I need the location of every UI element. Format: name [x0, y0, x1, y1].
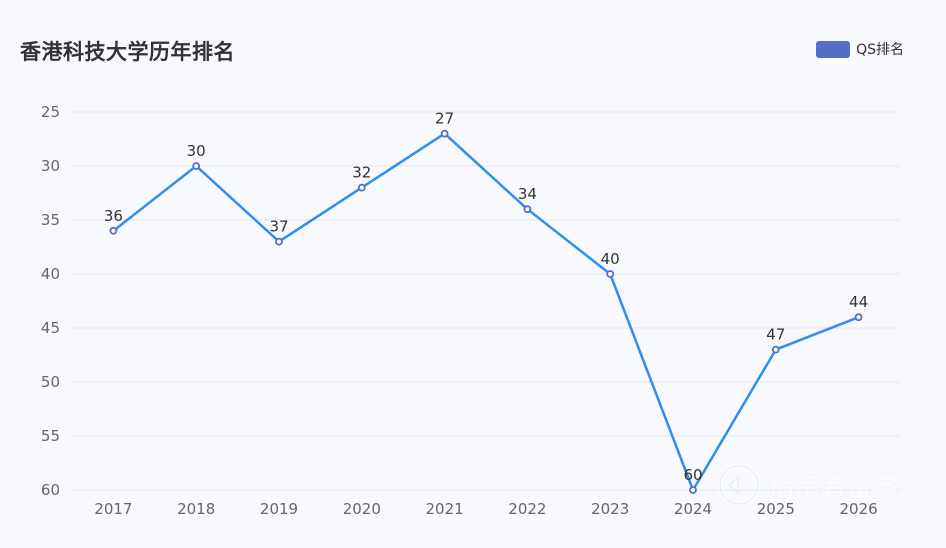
- data-point: [192, 162, 201, 170]
- x-tick-label: 2017: [94, 500, 132, 518]
- data-label: 44: [849, 293, 868, 311]
- data-label: 60: [683, 466, 702, 484]
- x-tick-label: 2022: [508, 500, 546, 518]
- data-point: [275, 237, 283, 246]
- x-tick-label: 2020: [343, 500, 381, 518]
- legend-swatch: [816, 40, 851, 58]
- chart-title: 香港科技大学历年排名: [20, 40, 235, 64]
- y-tick-label: 45: [41, 319, 60, 337]
- data-point: [689, 486, 697, 494]
- data-label: 36: [104, 207, 123, 225]
- legend-label: QS排名: [856, 42, 904, 58]
- x-axis: 2017 2018 2019 2020 2021 2022 2023 2024 2025 2026: [94, 500, 877, 518]
- points-layer: [109, 129, 863, 494]
- y-tick-label: 60: [41, 481, 60, 499]
- x-tick-label: 2021: [426, 500, 464, 518]
- data-label: 47: [766, 326, 785, 344]
- data-label: 30: [187, 142, 206, 160]
- watermark-logo-icon: [717, 463, 761, 507]
- y-tick-label: 55: [41, 427, 60, 445]
- y-tick-label: 40: [41, 265, 60, 283]
- data-label: 34: [518, 185, 537, 203]
- data-point: [771, 345, 780, 354]
- x-tick-label: 2024: [674, 500, 712, 518]
- data-point: [606, 270, 615, 278]
- x-tick-label: 2026: [840, 500, 878, 518]
- legend[interactable]: QS排名: [816, 39, 904, 59]
- watermark: 指南者留学: [716, 462, 898, 508]
- series-line: [112, 132, 860, 492]
- x-tick-label: 2018: [177, 500, 215, 518]
- grid-lines: [72, 111, 900, 491]
- data-label: 27: [435, 110, 454, 128]
- data-label: 40: [601, 250, 620, 268]
- y-tick-label: 50: [41, 373, 60, 391]
- x-tick-label: 2019: [260, 500, 298, 518]
- y-tick-label: 25: [41, 103, 60, 121]
- data-label: 37: [269, 218, 288, 236]
- watermark-text: 指南者留学: [768, 472, 899, 503]
- x-tick-label: 2025: [757, 500, 795, 518]
- series-layer: [112, 132, 860, 492]
- data-labels: 36 30 37 32 27 34 40 60 47 44: [104, 110, 868, 484]
- x-tick-label: 2023: [591, 500, 629, 518]
- data-point: [440, 129, 449, 138]
- data-point: [109, 226, 118, 235]
- y-tick-label: 35: [41, 211, 60, 229]
- y-axis: 25 30 35 40 45 50 55 60: [41, 103, 60, 499]
- data-label: 32: [352, 164, 371, 182]
- data-point: [357, 183, 366, 192]
- y-tick-label: 30: [41, 157, 60, 175]
- data-point: [854, 313, 863, 322]
- data-point: [523, 205, 532, 214]
